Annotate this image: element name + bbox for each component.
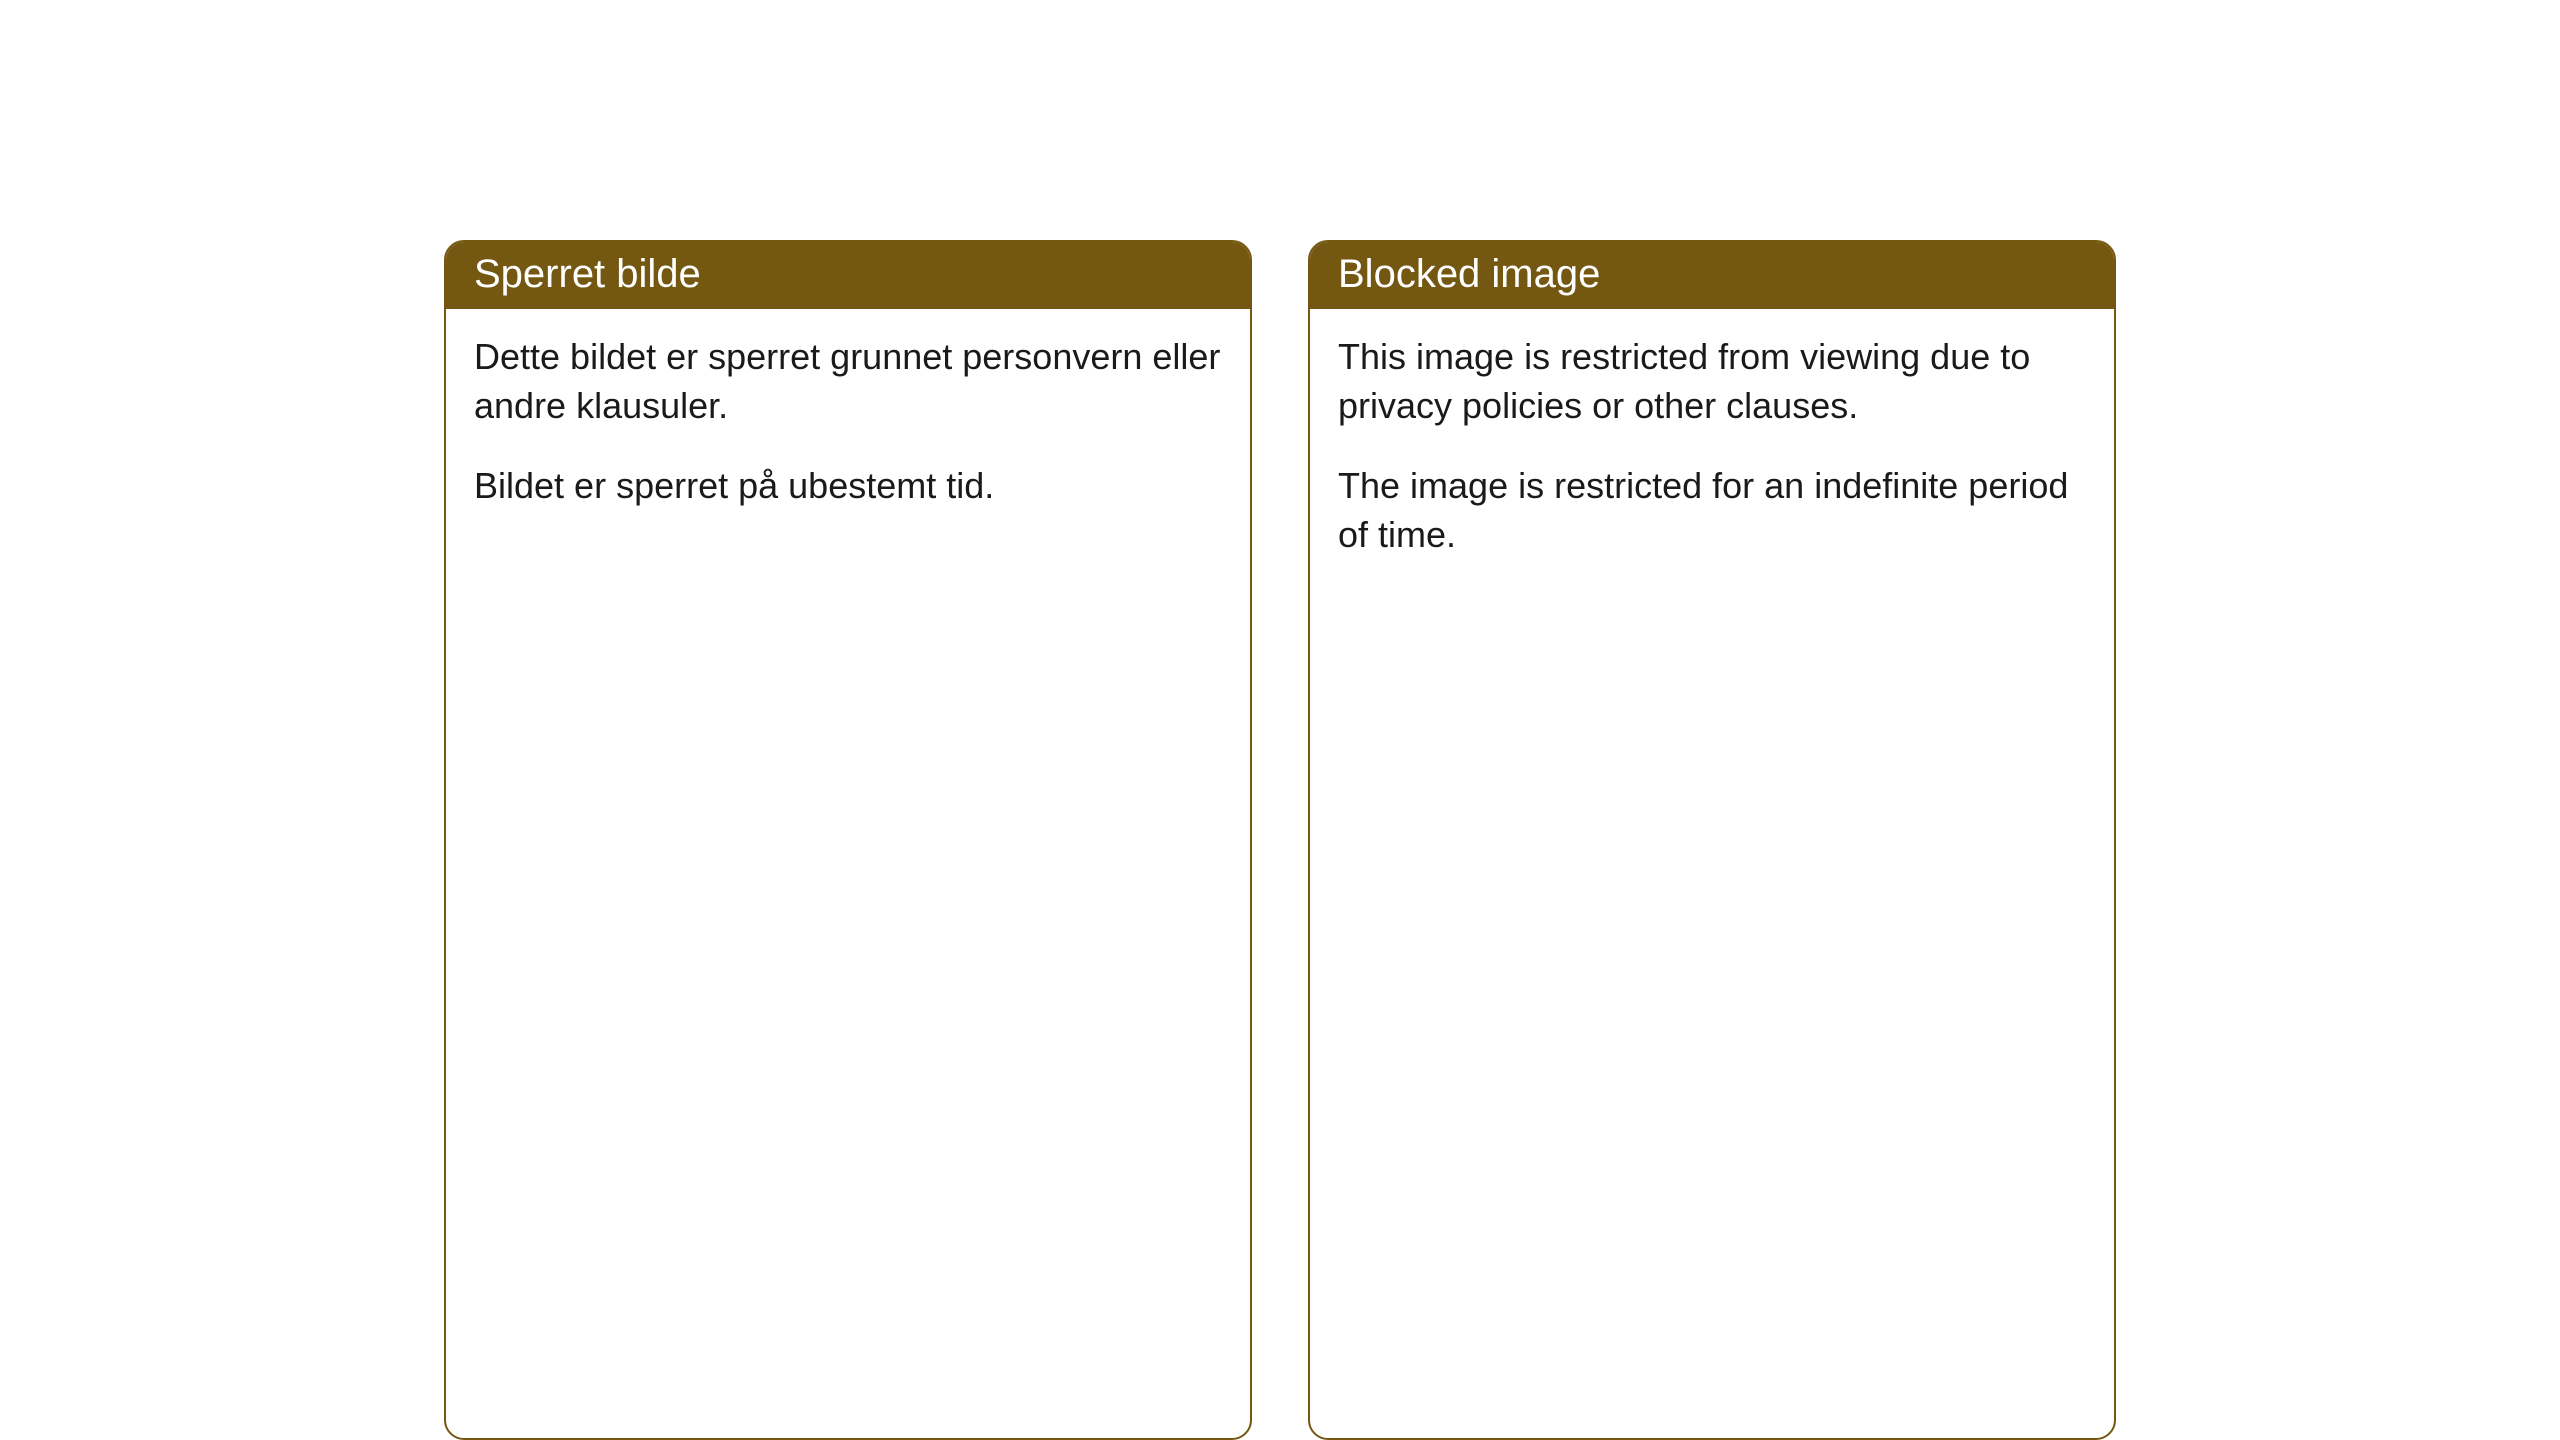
card-body-norwegian: Dette bildet er sperret grunnet personve…	[446, 309, 1250, 551]
card-title: Blocked image	[1338, 252, 1600, 296]
card-header-english: Blocked image	[1310, 242, 2114, 309]
blocked-image-card-english: Blocked image This image is restricted f…	[1308, 240, 2116, 1440]
card-paragraph-1: Dette bildet er sperret grunnet personve…	[474, 333, 1222, 430]
card-paragraph-1: This image is restricted from viewing du…	[1338, 333, 2086, 430]
card-title: Sperret bilde	[474, 252, 701, 296]
card-paragraph-2: The image is restricted for an indefinit…	[1338, 462, 2086, 559]
cards-container: Sperret bilde Dette bildet er sperret gr…	[444, 240, 2116, 1440]
blocked-image-card-norwegian: Sperret bilde Dette bildet er sperret gr…	[444, 240, 1252, 1440]
card-header-norwegian: Sperret bilde	[446, 242, 1250, 309]
card-paragraph-2: Bildet er sperret på ubestemt tid.	[474, 462, 1222, 511]
card-body-english: This image is restricted from viewing du…	[1310, 309, 2114, 599]
